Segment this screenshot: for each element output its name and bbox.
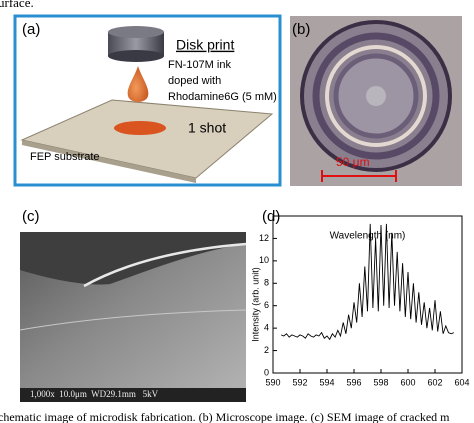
print-head-bottom xyxy=(108,50,164,62)
y-tick-label: 10 xyxy=(259,255,269,265)
ink-text: FN-107M ink xyxy=(168,59,231,71)
panel-label: (b) xyxy=(292,21,310,38)
x-tick-label: 598 xyxy=(373,377,388,387)
panel-label: (c) xyxy=(22,208,40,225)
y-tick-label: 0 xyxy=(264,367,269,377)
printed-disk xyxy=(114,121,166,135)
sem-crack xyxy=(83,242,247,288)
caption-fragment: chematic image of microdisk fabrication.… xyxy=(0,410,450,423)
y-tick-label: 4 xyxy=(264,323,269,333)
substrate-label: FEP substrate xyxy=(30,151,100,163)
ink-text: Rhodamine6G (5 mM) xyxy=(168,91,277,103)
panel-label: (a) xyxy=(22,21,40,38)
sem-footer xyxy=(20,388,246,402)
y-tick-label: 8 xyxy=(264,278,269,288)
x-tick-label: 596 xyxy=(346,377,361,387)
sem-edge xyxy=(19,309,247,331)
spectrum-chart: 590 592 594 596 598 600 602 604 0 2 4 6 8 10 12 Wavelen… xyxy=(250,215,470,387)
header-fragment: urface. xyxy=(0,0,34,10)
x-axis-label: Wavelength (nm) xyxy=(330,231,406,242)
sem-info: 1,000x 10.0μm WD29.1mm 5kV xyxy=(30,389,159,399)
x-tick-label: 590 xyxy=(265,377,280,387)
x-tick-label: 600 xyxy=(400,377,415,387)
shot-label: 1 shot xyxy=(188,120,226,136)
x-tick-label: 592 xyxy=(292,377,307,387)
panel-a-title: Disk print xyxy=(176,37,234,53)
x-tick-label: 594 xyxy=(319,377,334,387)
disk-ring xyxy=(325,45,427,147)
scale-bar-label: 50 μm xyxy=(336,155,370,169)
y-tick-label: 2 xyxy=(264,345,269,355)
x-tick-label: 602 xyxy=(427,377,442,387)
print-head-top xyxy=(108,26,164,38)
disk-center xyxy=(366,86,386,106)
substrate-edge xyxy=(22,140,196,183)
ink-drop xyxy=(127,66,149,102)
spectrum-line xyxy=(280,223,455,341)
disk-ring xyxy=(312,32,440,160)
x-tick-label: 604 xyxy=(454,377,469,387)
y-axis-label: Intensity (arb. unit) xyxy=(250,267,260,342)
plot-frame xyxy=(272,215,463,374)
y-tick-label: 6 xyxy=(264,300,269,310)
sem-shadow xyxy=(20,232,246,285)
substrate xyxy=(20,99,274,179)
ink-text: doped with xyxy=(168,75,221,87)
y-tick-label: 12 xyxy=(259,233,269,243)
panel-label: (d) xyxy=(262,208,280,225)
